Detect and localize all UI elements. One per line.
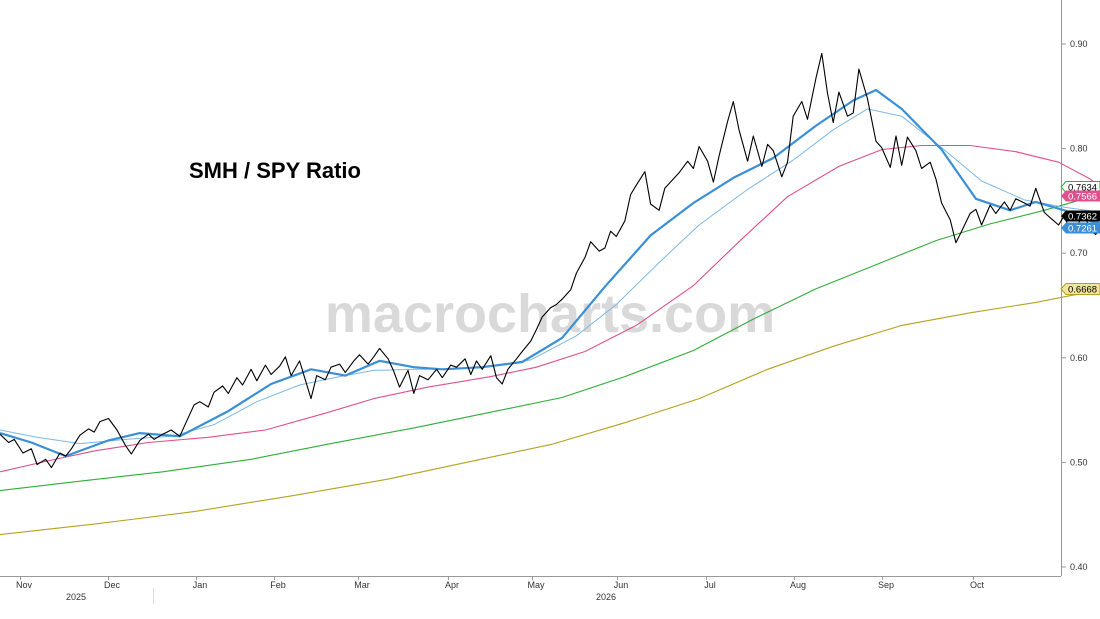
x-year-label: 2026 [596,592,616,602]
y-tick-label: 0.40 [1070,562,1088,572]
x-tick-label: Apr [445,580,459,590]
series-layer [0,52,1100,536]
value-tag: 0.7362 [1061,210,1100,223]
value-tag: 0.7566 [1061,190,1100,203]
title-layer: SMH / SPY Ratio [189,158,361,183]
value-tag-label: 0.7634 [1068,183,1097,194]
series-line [0,144,1100,473]
x-tick-label: Dec [104,580,121,590]
ticks-layer: Nov Dec Jan Feb Mar Apr May Jun Jul Aug Sep Oct 2025… [16,39,1088,602]
watermark-layer: macrocharts.com [325,284,775,344]
y-tick-label: 0.80 [1070,144,1088,154]
series-line [0,108,1100,445]
x-tick-label: Nov [16,580,33,590]
x-tick-label: Jan [193,580,208,590]
x-tick-label: May [527,580,545,590]
x-tick-label: Aug [790,580,806,590]
value-tag-label: 0.7261 [1068,224,1097,235]
y-tick-label: 0.60 [1070,353,1088,363]
x-tick-label: Mar [354,580,370,590]
value-tag-label: 0.7566 [1068,192,1097,203]
value-tag: 0.6668 [1060,283,1100,296]
y-tick-label: 0.70 [1070,248,1088,258]
series-line [0,289,1100,536]
value-tag-label: 0.6668 [1068,285,1097,296]
chart-title: SMH / SPY Ratio [189,158,361,183]
x-tick-label: Sep [878,580,894,590]
series-line [0,190,1100,492]
value-tag: 0.7261 [1061,222,1100,235]
x-tick-label: Jun [614,580,629,590]
y-tick-label: 0.50 [1070,457,1088,467]
value-tag-label: 0.7362 [1068,212,1097,223]
x-tick-label: Feb [270,580,286,590]
watermark: macrocharts.com [325,284,775,344]
x-year-label: 2025 [66,592,86,602]
series-line [0,88,1100,458]
x-tick-label: Jul [704,580,716,590]
y-tick-label: 0.90 [1070,39,1088,49]
x-tick-label: Oct [970,580,985,590]
series-line [0,52,1100,469]
